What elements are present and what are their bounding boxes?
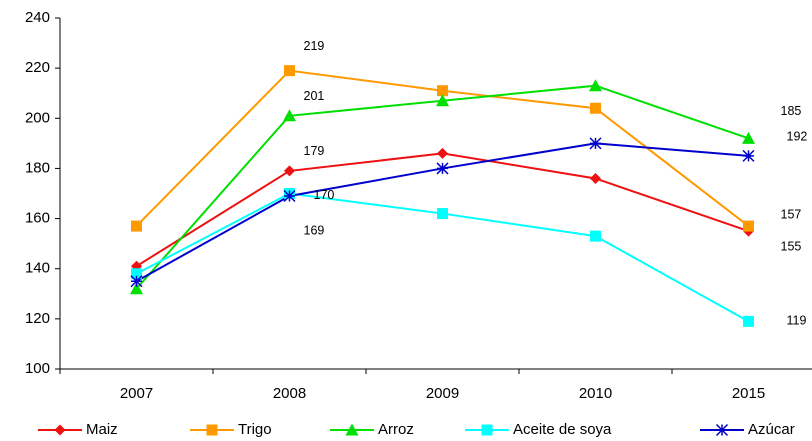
data-label: 201 [304, 89, 325, 103]
y-tick-label: 220 [25, 59, 50, 76]
data-point [131, 268, 142, 280]
legend-label: Azúcar [748, 421, 795, 438]
legend-label: Trigo [238, 421, 272, 438]
data-point [130, 275, 143, 288]
data-point [284, 65, 295, 77]
legend-label: Arroz [378, 421, 414, 438]
data-label: 192 [787, 130, 808, 144]
data-point [743, 220, 754, 232]
data-point [589, 137, 602, 150]
y-tick-label: 180 [25, 159, 50, 176]
data-label: 169 [304, 223, 325, 237]
data-point [590, 172, 601, 184]
legend-label: Maiz [86, 421, 118, 438]
data-point [590, 230, 601, 242]
data-point [436, 162, 449, 175]
legend-marker [206, 424, 218, 436]
legend-marker [481, 424, 493, 436]
data-label: 219 [304, 39, 325, 53]
data-label: 179 [304, 144, 325, 158]
x-tick-label: 2009 [426, 385, 459, 402]
data-point [742, 149, 755, 162]
data-point [436, 94, 449, 107]
legend-marker [345, 423, 359, 436]
legend-label: Aceite de soya [513, 421, 612, 438]
data-point [437, 85, 448, 97]
data-point [131, 220, 142, 232]
data-point [283, 109, 296, 122]
data-point [437, 208, 448, 220]
x-tick-label: 2008 [273, 385, 306, 402]
y-tick-label: 140 [25, 260, 50, 277]
data-point [743, 315, 754, 327]
data-point [590, 102, 601, 114]
data-point [130, 282, 143, 295]
data-label: 170 [314, 188, 335, 202]
y-tick-label: 120 [25, 310, 50, 327]
x-tick-label: 2007 [120, 385, 153, 402]
data-point [742, 131, 755, 144]
y-tick-label: 200 [25, 109, 50, 126]
y-tick-label: 160 [25, 210, 50, 227]
x-tick-label: 2010 [579, 385, 612, 402]
x-tick-label: 2015 [732, 385, 765, 402]
data-point [437, 147, 448, 159]
data-point [283, 189, 296, 203]
y-tick-label: 100 [25, 360, 50, 377]
data-label: 119 [787, 314, 807, 328]
legend-marker [54, 424, 66, 436]
data-point [284, 165, 295, 177]
legend-marker [715, 423, 729, 437]
data-label: 157 [781, 207, 802, 221]
data-point [589, 79, 602, 92]
y-tick-label: 240 [25, 9, 50, 26]
series-line [135, 84, 749, 290]
data-label: 155 [781, 239, 802, 253]
data-label: 185 [781, 104, 802, 118]
